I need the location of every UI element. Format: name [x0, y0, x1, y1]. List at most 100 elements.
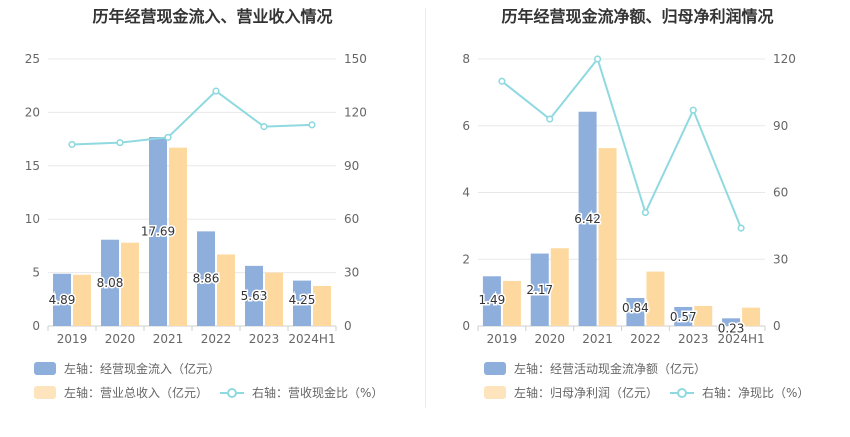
x-axis-tick-label: 2024H1 [717, 332, 764, 346]
bar-secondary [121, 242, 139, 326]
right-axis-tick-label: 30 [773, 252, 788, 266]
ratio-point [116, 139, 124, 147]
left-axis-tick-label: 25 [25, 52, 40, 66]
x-axis-tick-label: 2024H1 [288, 332, 335, 346]
bar-data-label: 6.42 [574, 212, 601, 226]
legend-label: 左轴：经营现金流入（亿元） [64, 362, 221, 376]
x-axis-tick-label: 2020 [105, 332, 136, 346]
chart-plot-area: 0 5 10 15 20 25 0 30 60 90 120 150 2019 2020 2021 2022 2… [25, 52, 367, 346]
right-axis-tick-label: 120 [773, 52, 796, 66]
bar-secondary [169, 147, 187, 326]
bar-data-label: 0.23 [718, 321, 745, 335]
bar-data-label: 0.84 [622, 301, 649, 315]
x-axis-tick-label: 2023 [249, 332, 280, 346]
left-axis-tick-label: 6 [462, 119, 470, 133]
ratio-line [501, 56, 743, 229]
ratio-point [212, 87, 220, 95]
bar-primary [626, 297, 645, 326]
legend-item-revenue[interactable]: 左轴：营业总收入（亿元） [34, 384, 208, 401]
right-axis-tick-label: 60 [344, 212, 359, 226]
bar-primary [245, 265, 263, 326]
bar-primary [722, 318, 741, 326]
legend-item-net-profit[interactable]: 左轴：归母净利润（亿元） [484, 384, 658, 401]
left-axis-tick-label: 10 [25, 212, 40, 226]
legend-label: 左轴：经营活动现金流净额（亿元） [514, 362, 707, 376]
right-axis-tick-label: 120 [344, 105, 367, 119]
legend-item-cash-inflow[interactable]: 左轴：经营现金流入（亿元） [34, 360, 220, 377]
bar-data-label: 2.17 [526, 283, 553, 297]
ratio-point [689, 106, 697, 114]
ratio-point [593, 55, 602, 63]
bar-data-label: 4.89 [49, 293, 76, 307]
chart-title: 历年经营现金流净额、归母净利润情况 [501, 7, 774, 26]
left-axis-tick-label: 5 [32, 266, 40, 280]
right-axis-tick-label: 30 [344, 266, 359, 280]
legend-label: 右轴：净现比（%） [702, 386, 810, 400]
bar-data-label: 4.25 [289, 293, 316, 307]
bar-primary [482, 276, 501, 326]
right-axis-tick-label: 150 [344, 52, 367, 66]
bar-secondary [313, 285, 331, 326]
x-axis-tick-label: 2023 [678, 332, 709, 346]
x-axis-tick-label: 2019 [487, 332, 518, 346]
left-axis-tick-label: 20 [25, 105, 40, 119]
ratio-point [641, 208, 650, 217]
bar-primary [293, 280, 311, 326]
bar-secondary [598, 148, 617, 326]
left-axis-tick-label: 15 [25, 159, 40, 173]
x-axis-tick-label: 2021 [153, 332, 184, 346]
ratio-point [68, 140, 76, 149]
bar-secondary [502, 280, 521, 326]
bar-secondary [265, 272, 283, 326]
bar-secondary [742, 307, 761, 326]
ratio-point [498, 77, 506, 85]
ratio-point [737, 224, 745, 232]
bar-data-label: 17.69 [141, 225, 175, 239]
legend-item-net-cash-ratio[interactable]: 右轴：净现比（%） [670, 384, 809, 401]
left-axis-tick-label: 0 [462, 319, 470, 333]
bar-data-label: 0.57 [670, 310, 697, 324]
bar-secondary [73, 274, 91, 326]
bar-primary [53, 273, 71, 326]
x-axis-tick-label: 2022 [630, 332, 661, 346]
bar-data-label: 8.86 [193, 272, 220, 286]
legend-label: 左轴：归母净利润（亿元） [514, 386, 659, 400]
bar-primary [530, 253, 549, 326]
bar-secondary [646, 271, 665, 326]
panel-divider [425, 8, 426, 408]
right-axis-tick-label: 60 [773, 186, 788, 200]
legend-swatch-line [670, 386, 694, 399]
bar-primary [149, 137, 167, 326]
bar-data-label: 1.49 [479, 293, 506, 307]
chart-title: 历年经营现金流入、营业收入情况 [92, 7, 333, 26]
bar-secondary [217, 254, 235, 326]
bar-primary [578, 111, 597, 326]
right-axis-tick-label: 90 [344, 159, 359, 173]
x-axis-tick-label: 2022 [201, 332, 232, 346]
left-axis-tick-label: 4 [462, 186, 470, 200]
bar-primary [101, 239, 119, 326]
x-axis-tick-label: 2020 [534, 332, 565, 346]
legend-swatch-bar [34, 386, 56, 399]
bar-primary [674, 306, 693, 326]
legend-item-ratio[interactable]: 右轴：营收现金比（%） [220, 384, 383, 401]
legend-item-net-cash[interactable]: 左轴：经营活动现金流净额（亿元） [484, 360, 706, 377]
chart-plot-area: 0 2 4 6 8 0 30 60 90 120 2019 2020 2021 2022 2023 2024H… [462, 52, 796, 346]
ratio-point [308, 121, 316, 129]
x-axis-tick-label: 2019 [57, 332, 88, 346]
chart-panel-netcash-profit: 历年经营现金流净额、归母净利润情况 0 2 4 6 8 0 30 60 90 120 2019 202… [425, 0, 850, 437]
left-axis-tick-label: 8 [462, 52, 470, 66]
bar-secondary [694, 305, 713, 326]
bar-primary [197, 231, 215, 326]
right-axis-tick-label: 0 [773, 319, 781, 333]
legend-swatch-bar [34, 362, 56, 375]
right-axis-tick-label: 90 [773, 119, 788, 133]
ratio-line [71, 89, 313, 146]
left-axis-tick-label: 2 [462, 252, 470, 266]
legend-label: 右轴：营收现金比（%） [252, 386, 384, 400]
right-axis-tick-label: 0 [344, 319, 352, 333]
x-axis-tick-label: 2021 [582, 332, 613, 346]
legend-swatch-bar [484, 386, 506, 399]
bar-data-label: 8.08 [97, 276, 124, 290]
legend-swatch-line [220, 386, 244, 399]
